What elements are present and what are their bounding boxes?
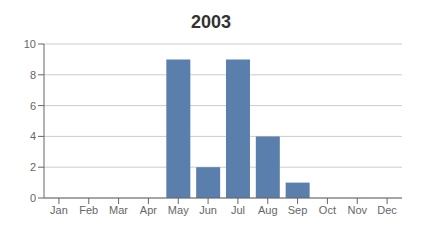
- svg-text:May: May: [168, 204, 189, 216]
- svg-text:6: 6: [30, 100, 36, 112]
- svg-text:Jun: Jun: [199, 204, 217, 216]
- svg-text:Apr: Apr: [140, 204, 157, 216]
- svg-text:Feb: Feb: [79, 204, 98, 216]
- svg-text:Jan: Jan: [50, 204, 68, 216]
- svg-text:Dec: Dec: [377, 204, 397, 216]
- svg-text:Oct: Oct: [319, 204, 336, 216]
- svg-text:Mar: Mar: [109, 204, 128, 216]
- svg-text:2: 2: [30, 161, 36, 173]
- svg-text:Sep: Sep: [288, 204, 308, 216]
- svg-text:Jul: Jul: [231, 204, 245, 216]
- svg-text:10: 10: [24, 38, 36, 50]
- svg-text:Aug: Aug: [258, 204, 278, 216]
- html-text:2003: 2003: [191, 12, 231, 32]
- svg-text:4: 4: [30, 130, 36, 142]
- svg-text:8: 8: [30, 69, 36, 81]
- svg-text:0: 0: [30, 192, 36, 204]
- svg-text:Nov: Nov: [347, 204, 367, 216]
